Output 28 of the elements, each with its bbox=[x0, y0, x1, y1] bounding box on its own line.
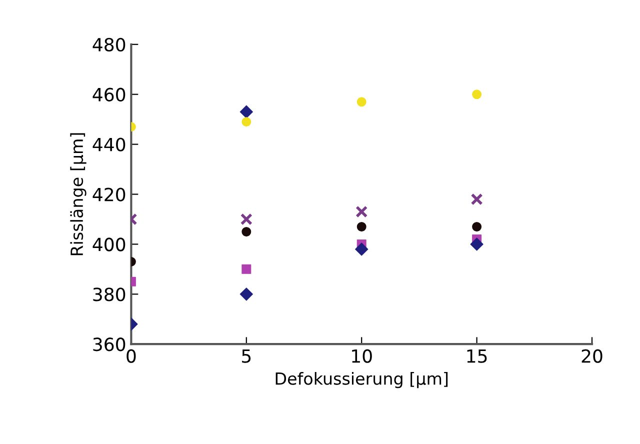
x-tick-label: 0 bbox=[126, 349, 136, 363]
point bbox=[356, 222, 366, 232]
point bbox=[472, 90, 482, 100]
point bbox=[355, 242, 368, 256]
y-axis-title: Risslänge [µm] bbox=[70, 133, 86, 256]
x-tick-label: 5 bbox=[242, 350, 251, 363]
point bbox=[240, 213, 252, 226]
x-tick-label: 10 bbox=[352, 349, 372, 363]
point bbox=[356, 206, 368, 218]
y-tick-label: 460 bbox=[92, 88, 126, 102]
point bbox=[240, 288, 253, 301]
point bbox=[356, 97, 366, 107]
y-tick-label: 440 bbox=[92, 138, 126, 152]
x-tick-label: 15 bbox=[467, 350, 487, 363]
y-tick-label: 400 bbox=[92, 238, 126, 252]
point bbox=[470, 193, 483, 206]
x-tick-label: 20 bbox=[582, 349, 602, 363]
point bbox=[242, 117, 252, 127]
y-tick-label: 480 bbox=[92, 38, 126, 52]
x-axis-title: Defokussierung [µm] bbox=[276, 372, 448, 388]
point bbox=[242, 264, 252, 274]
point bbox=[470, 238, 484, 251]
point bbox=[240, 105, 253, 118]
y-tick-label: 360 bbox=[93, 338, 126, 352]
point bbox=[242, 226, 252, 236]
y-tick-label: 380 bbox=[93, 288, 126, 302]
point bbox=[472, 222, 482, 232]
y-tick-label: 420 bbox=[92, 188, 126, 202]
